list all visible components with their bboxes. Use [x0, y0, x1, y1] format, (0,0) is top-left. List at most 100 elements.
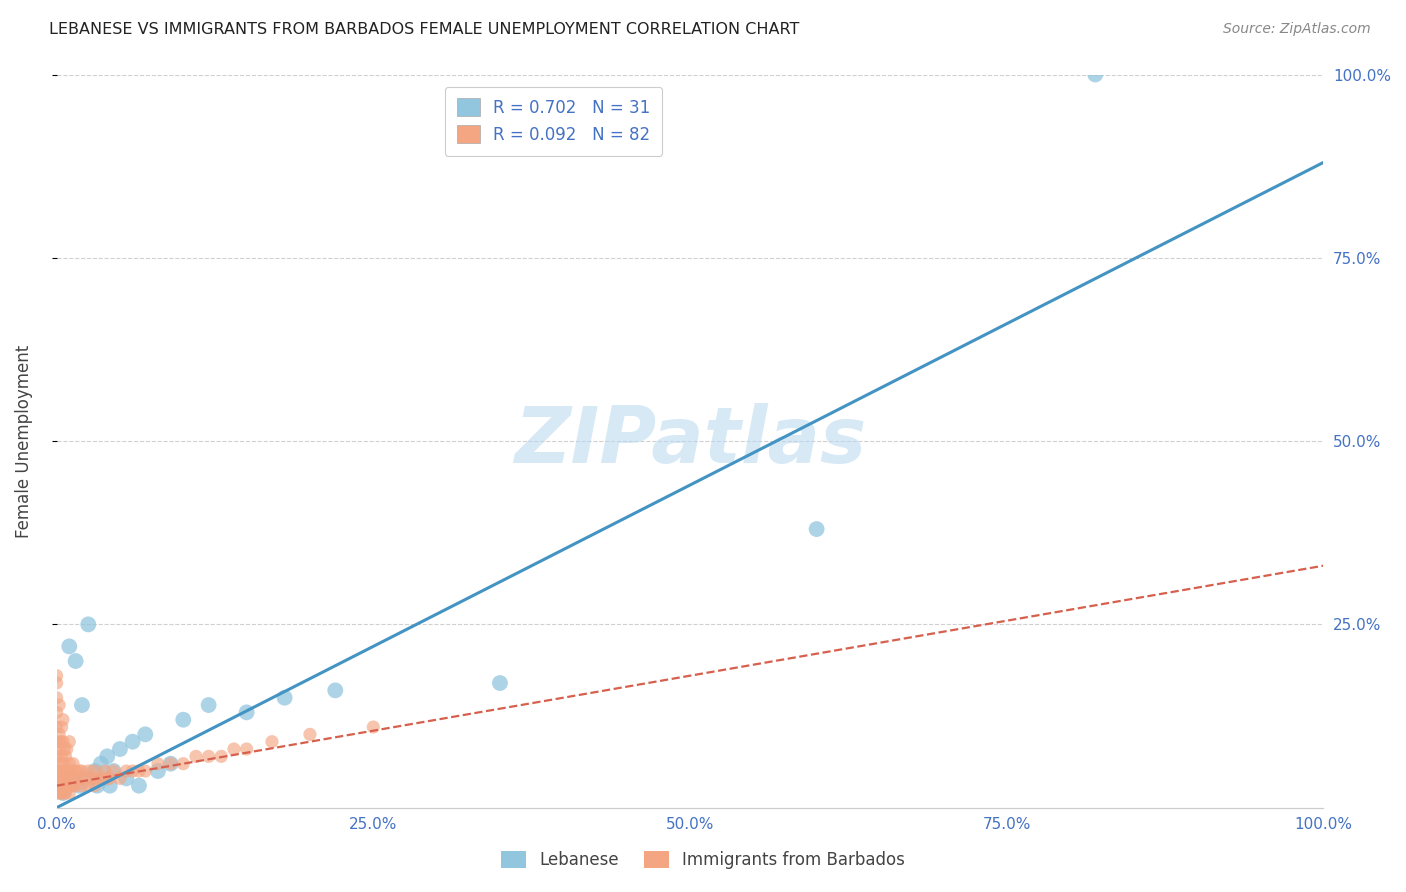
Point: [67, 779, 90, 793]
Point: [489, 676, 512, 690]
Point: [52, 713, 75, 727]
Point: [53, 779, 76, 793]
Point: [52, 786, 75, 800]
Point: [86, 779, 108, 793]
Point: [96, 749, 118, 764]
Point: [45, 734, 67, 748]
Point: [115, 772, 138, 786]
Point: [361, 720, 384, 734]
Point: [73, 772, 96, 786]
Point: [60, 764, 83, 778]
Point: [108, 742, 131, 756]
Point: [146, 764, 169, 778]
Legend: R = 0.702   N = 31, R = 0.092   N = 82: R = 0.702 N = 31, R = 0.092 N = 82: [444, 87, 662, 155]
Point: [48, 756, 70, 771]
Point: [235, 742, 257, 756]
Point: [159, 756, 181, 771]
Point: [60, 779, 83, 793]
Y-axis label: Female Unemployment: Female Unemployment: [15, 344, 32, 538]
Point: [172, 756, 194, 771]
Point: [298, 727, 321, 741]
Point: [48, 772, 70, 786]
Point: [65, 764, 87, 778]
Point: [77, 617, 100, 632]
Point: [52, 734, 75, 748]
Point: [45, 669, 67, 683]
Point: [83, 764, 105, 778]
Point: [73, 772, 96, 786]
Point: [70, 764, 93, 778]
Point: [62, 779, 84, 793]
Point: [58, 772, 80, 786]
Point: [98, 772, 121, 786]
Point: [49, 779, 72, 793]
Point: [90, 772, 112, 786]
Point: [60, 772, 83, 786]
Point: [55, 779, 77, 793]
Point: [45, 749, 67, 764]
Point: [45, 676, 67, 690]
Point: [121, 734, 143, 748]
Point: [77, 779, 100, 793]
Point: [83, 764, 105, 778]
Point: [93, 764, 115, 778]
Point: [55, 749, 77, 764]
Point: [65, 654, 87, 668]
Point: [172, 713, 194, 727]
Point: [273, 690, 295, 705]
Point: [134, 764, 156, 778]
Point: [121, 764, 143, 778]
Point: [55, 742, 77, 756]
Point: [51, 772, 73, 786]
Point: [53, 742, 76, 756]
Point: [45, 779, 67, 793]
Point: [159, 756, 181, 771]
Point: [323, 683, 346, 698]
Point: [197, 698, 219, 712]
Point: [45, 720, 67, 734]
Point: [235, 706, 257, 720]
Point: [45, 786, 67, 800]
Point: [45, 690, 67, 705]
Point: [66, 772, 89, 786]
Point: [108, 772, 131, 786]
Point: [103, 764, 125, 778]
Point: [184, 749, 207, 764]
Point: [45, 706, 67, 720]
Point: [67, 772, 90, 786]
Point: [96, 772, 118, 786]
Point: [103, 764, 125, 778]
Point: [222, 742, 245, 756]
Point: [83, 779, 105, 793]
Point: [58, 786, 80, 800]
Point: [51, 749, 73, 764]
Point: [70, 698, 93, 712]
Point: [49, 734, 72, 748]
Point: [806, 522, 828, 536]
Point: [80, 772, 103, 786]
Point: [55, 786, 77, 800]
Point: [209, 749, 232, 764]
Text: Source: ZipAtlas.com: Source: ZipAtlas.com: [1223, 22, 1371, 37]
Point: [93, 772, 115, 786]
Point: [56, 764, 79, 778]
Point: [58, 640, 80, 654]
Point: [62, 756, 84, 771]
Point: [48, 698, 70, 712]
Point: [49, 764, 72, 778]
Point: [56, 779, 79, 793]
Point: [1084, 68, 1107, 82]
Text: LEBANESE VS IMMIGRANTS FROM BARBADOS FEMALE UNEMPLOYMENT CORRELATION CHART: LEBANESE VS IMMIGRANTS FROM BARBADOS FEM…: [49, 22, 800, 37]
Point: [52, 772, 75, 786]
Point: [67, 764, 90, 778]
Point: [53, 764, 76, 778]
Point: [134, 727, 156, 741]
Point: [45, 764, 67, 778]
Point: [128, 764, 150, 778]
Point: [98, 779, 121, 793]
Point: [52, 786, 75, 800]
Point: [55, 772, 77, 786]
Point: [52, 756, 75, 771]
Point: [70, 779, 93, 793]
Point: [58, 756, 80, 771]
